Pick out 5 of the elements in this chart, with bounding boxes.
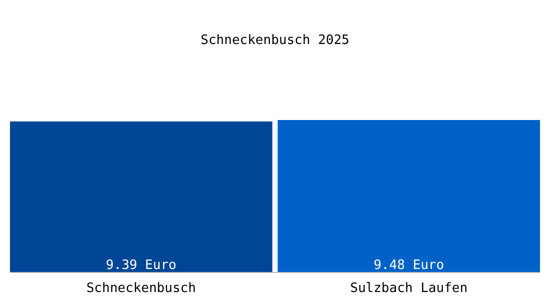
data-label: 9.39 Euro — [106, 258, 176, 273]
data-label: 9.48 Euro — [374, 258, 444, 273]
x-tick-label: Sulzbach Laufen — [350, 281, 468, 296]
chart-title: Schneckenbusch 2025 — [200, 33, 350, 48]
x-tick-label: Schneckenbusch — [86, 281, 196, 296]
